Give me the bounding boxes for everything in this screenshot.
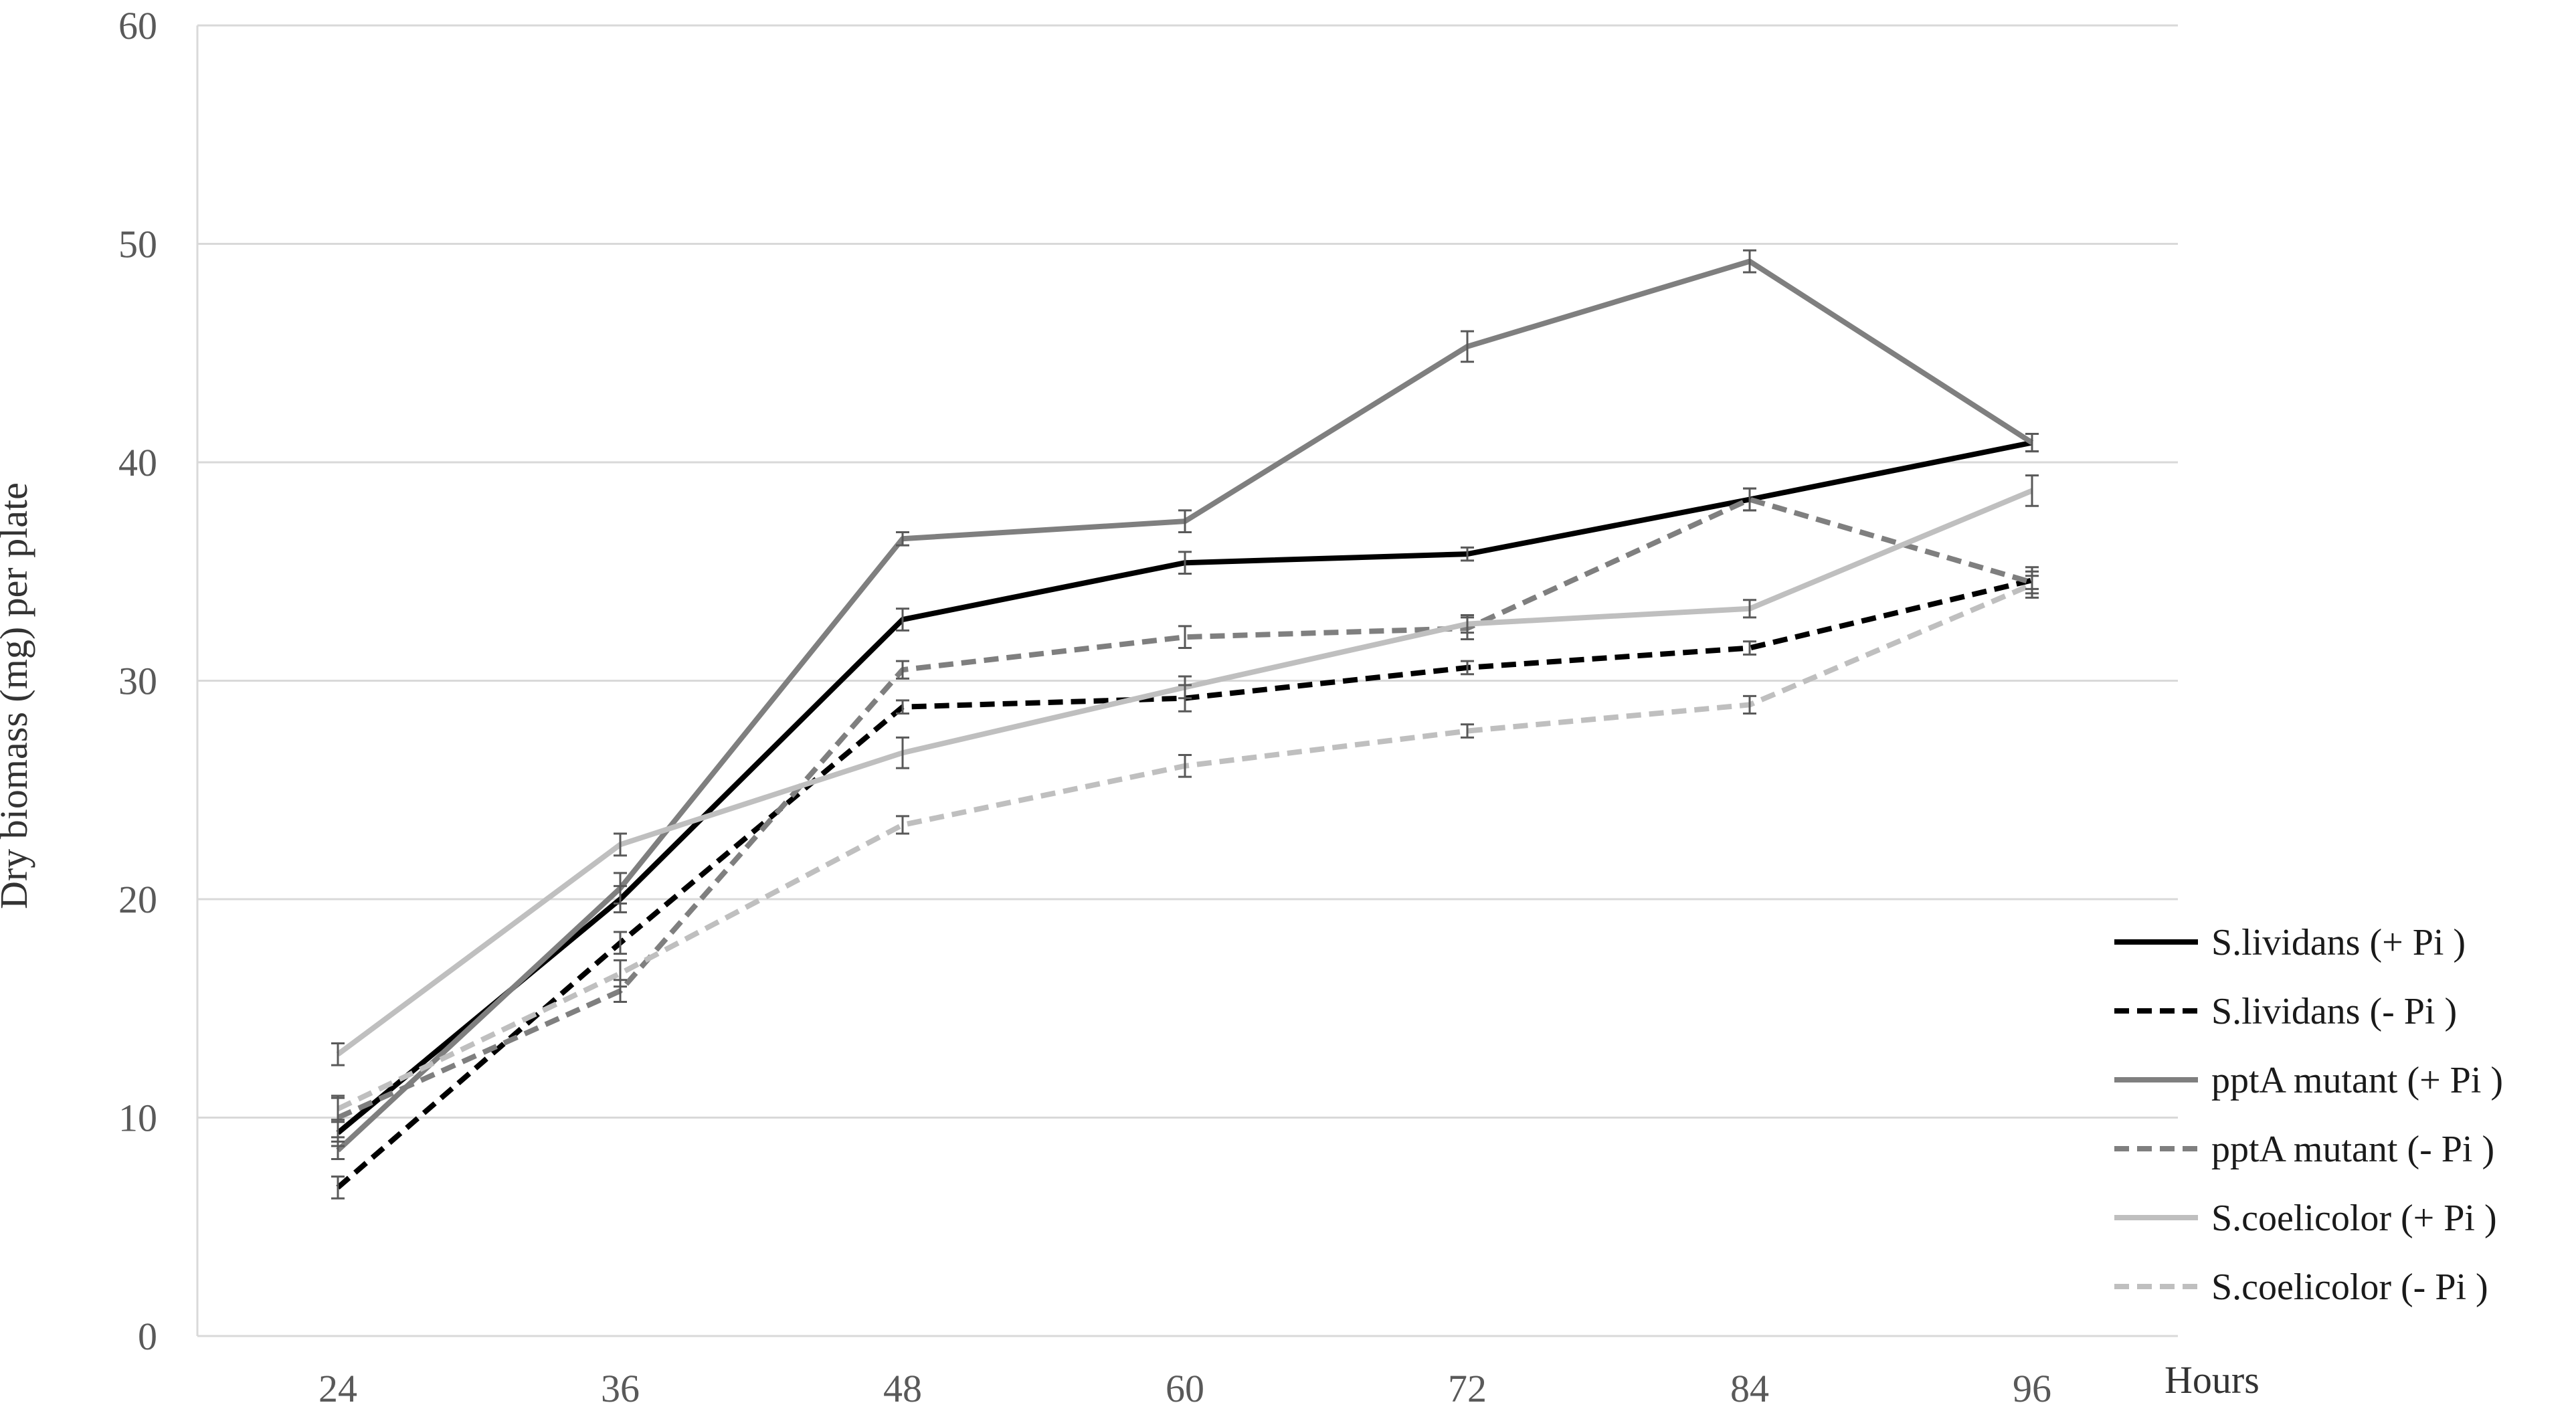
error-bar [1743,694,1756,715]
error-bar [2025,433,2039,453]
error-bar [1461,330,1474,363]
y-tick-label: 20 [118,878,157,921]
x-tick-label: 96 [2013,1367,2051,1410]
error-bar [1743,599,1756,619]
error-bar [896,815,909,835]
x-tick-label: 36 [601,1367,640,1410]
error-bar [1178,509,1192,533]
x-tick-label: 84 [1730,1367,1769,1410]
error-bar [614,959,627,988]
error-bar [1178,551,1192,575]
legend-label: pptA mutant (+ Pi ) [2211,1060,2503,1101]
tick-labels: 0 10 20 30 40 50 60 24 36 48 60 72 84 96 [118,4,2051,1410]
y-tick-label: 0 [138,1315,157,1358]
y-tick-label: 50 [118,223,157,266]
error-bar [1743,640,1756,656]
x-tick-label: 24 [318,1367,357,1410]
error-bar [1743,487,1756,512]
legend-label: S.lividans (- Pi ) [2211,991,2457,1032]
y-axis-title: Dry biomass (mg) per plate [0,482,35,909]
legend-item: S.lividans (- Pi ) [2114,991,2457,1032]
series-line-2 [336,577,2033,1190]
error-bar [896,699,909,715]
legend: S.lividans (+ Pi ) S.lividans (- Pi ) pptA… [2114,922,2503,1308]
legend-label: S.lividans (+ Pi ) [2211,922,2466,963]
error-bar [1461,723,1474,739]
x-tick-label: 60 [1166,1367,1204,1410]
x-tick-label: 72 [1448,1367,1487,1410]
y-tick-label: 10 [118,1097,157,1140]
error-bar [1461,546,1474,562]
error-bar [896,736,909,769]
error-bar [614,832,627,857]
y-tick-label: 40 [118,441,157,484]
series-line-4 [337,496,2033,1121]
axes [196,25,2178,1337]
error-bar [1461,660,1474,676]
error-bar [2025,575,2039,595]
series-line-6 [337,582,2033,1112]
error-bar [614,931,627,955]
error-bar [331,1042,345,1066]
error-bar [896,660,909,680]
error-bar [896,531,909,547]
error-bar [331,1175,345,1200]
legend-label: S.coelicolor (- Pi ) [2211,1266,2488,1308]
error-bar [1178,754,1192,778]
error-bar [1461,614,1474,634]
error-bar [896,607,909,632]
legend-label: S.coelicolor (+ Pi ) [2211,1198,2497,1239]
legend-item: pptA mutant (- Pi ) [2114,1129,2494,1170]
legend-item: S.lividans (+ Pi ) [2114,922,2466,963]
error-bar [2025,474,2039,507]
x-axis-title: Hours [2165,1358,2260,1402]
gridlines [197,24,2178,1119]
error-bar [614,872,627,905]
error-bar [1178,625,1192,650]
legend-item: S.coelicolor (+ Pi ) [2114,1198,2497,1239]
error-bar [331,1140,345,1161]
legend-item: pptA mutant (+ Pi ) [2114,1060,2503,1101]
legend-label: pptA mutant (- Pi ) [2211,1129,2494,1170]
legend-item: S.coelicolor (- Pi ) [2114,1266,2488,1308]
error-bars [331,249,2039,1200]
y-tick-label: 30 [118,660,157,703]
series-line-1 [336,440,2033,1135]
y-tick-label: 60 [118,4,157,48]
error-bar [331,1095,345,1123]
x-tick-label: 48 [883,1367,922,1410]
error-bar [1743,249,1756,274]
error-bar [1178,675,1192,700]
series-lines [336,258,2034,1190]
